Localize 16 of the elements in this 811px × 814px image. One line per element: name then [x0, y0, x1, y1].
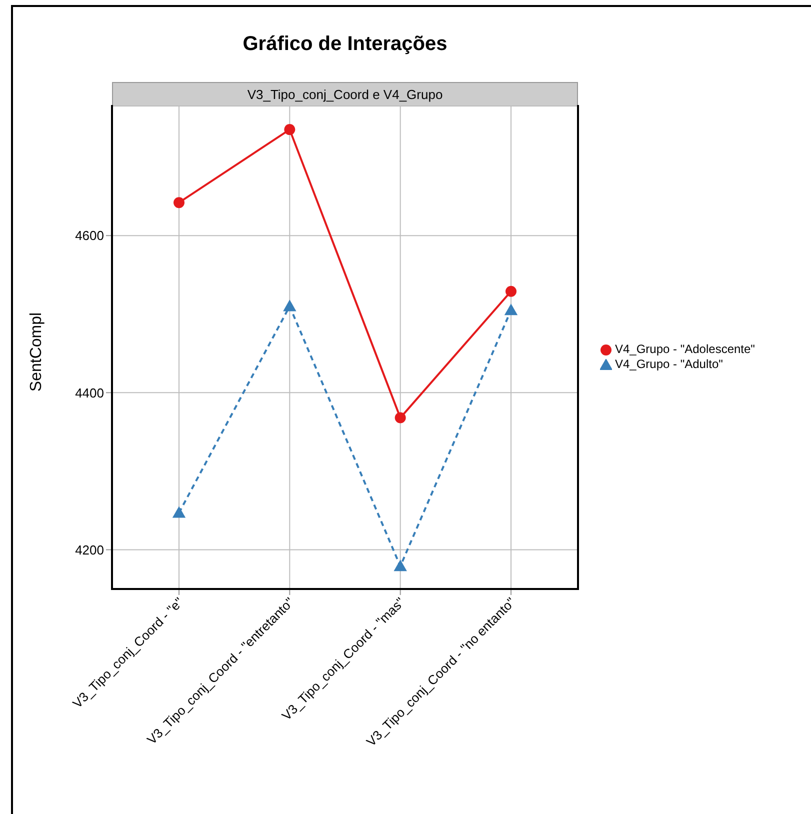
legend-label: V4_Grupo - "Adolescente": [615, 342, 755, 357]
chart-title: Gráfico de Interações: [242, 32, 448, 57]
point: [284, 124, 296, 136]
chart-subtitle: V3_Tipo_conj_Coord e V4_Grupo: [112, 82, 578, 106]
point: [283, 300, 296, 312]
point: [394, 412, 406, 424]
y-tick-label: 4200: [75, 542, 104, 558]
point: [174, 197, 184, 208]
legend-label: V4_Grupo - "Adulto": [615, 357, 723, 372]
y-tick-label: 4400: [75, 385, 104, 400]
point: [172, 506, 186, 518]
point: [394, 560, 407, 572]
point: [504, 304, 518, 316]
y-tick-label: 4600: [75, 228, 104, 244]
y-axis-title: SentCompl: [28, 312, 46, 392]
point: [506, 286, 516, 297]
